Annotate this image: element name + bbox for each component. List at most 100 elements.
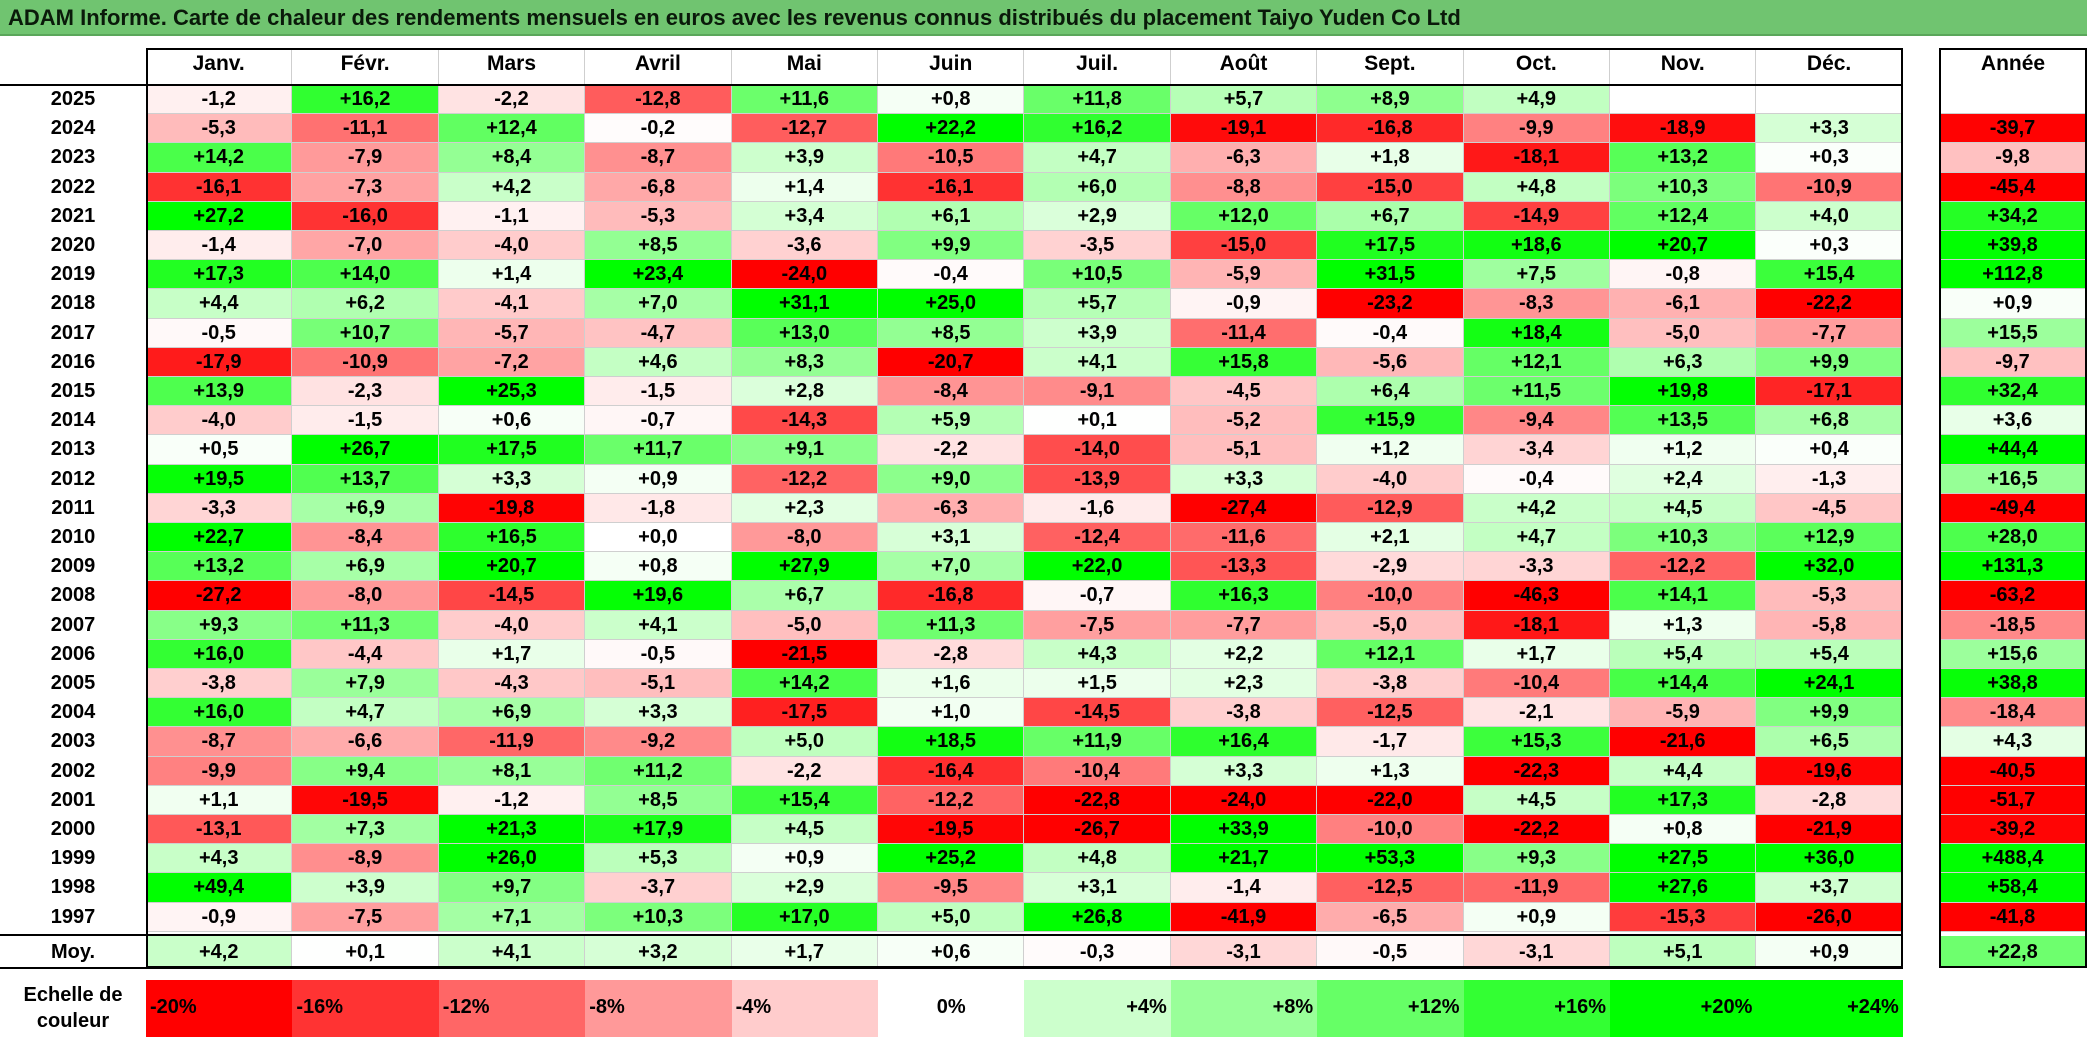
heatmap-cell: +4,4 xyxy=(146,289,293,319)
heatmap-cell: +14,4 xyxy=(1610,669,1757,699)
heatmap-cell: -8,0 xyxy=(292,581,439,611)
heatmap-cell: -8,3 xyxy=(1463,289,1610,319)
annual-cell: -39,2 xyxy=(1939,815,2087,845)
heatmap-cell: -5,0 xyxy=(1610,318,1757,348)
heatmap-cell: -6,5 xyxy=(1317,902,1464,932)
heatmap-cell: +9,3 xyxy=(1463,844,1610,874)
heatmap-cell: +11,6 xyxy=(731,85,878,115)
heatmap-cell: +16,4 xyxy=(1170,727,1318,757)
heatmap-cell: +8,9 xyxy=(1317,85,1464,115)
month-header: Oct. xyxy=(1463,48,1610,84)
heatmap-cell: -24,0 xyxy=(731,260,878,290)
heatmap-cell: -5,3 xyxy=(585,201,732,231)
heatmap-cell: -0,4 xyxy=(1463,464,1610,494)
heatmap-cell: -2,3 xyxy=(292,377,439,407)
heatmap-cell: -41,9 xyxy=(1170,902,1318,932)
color-scale-swatch: -8% xyxy=(585,980,732,1037)
annual-cell: -9,8 xyxy=(1939,143,2087,173)
heatmap-cell: +12,9 xyxy=(1756,523,1903,553)
average-cell: -3,1 xyxy=(1463,935,1610,968)
heatmap-cell: +4,7 xyxy=(292,698,439,728)
heatmap-cell: +36,0 xyxy=(1756,844,1903,874)
heatmap-cell: +1,3 xyxy=(1317,756,1464,786)
heatmap-cell: +10,3 xyxy=(585,902,732,932)
heatmap-cell: +49,4 xyxy=(146,873,293,903)
heatmap-cell: -6,8 xyxy=(585,172,732,202)
heatmap-cell: +13,0 xyxy=(731,318,878,348)
color-scale-swatch: +12% xyxy=(1317,980,1464,1037)
heatmap-cell: +16,0 xyxy=(146,698,293,728)
annual-cell: +488,4 xyxy=(1939,844,2087,874)
month-header: Août xyxy=(1170,48,1318,84)
color-scale-swatch: -4% xyxy=(731,980,878,1037)
heatmap-cell: +3,7 xyxy=(1756,873,1903,903)
year-label: 2001 xyxy=(0,785,146,815)
heatmap-cell: -15,3 xyxy=(1610,902,1757,932)
heatmap-cell: +7,9 xyxy=(292,669,439,699)
heatmap-cell: +16,2 xyxy=(292,85,439,115)
heatmap-cell: +8,5 xyxy=(585,785,732,815)
heatmap-cell: +1,7 xyxy=(438,639,586,669)
heatmap-cell: +5,3 xyxy=(585,844,732,874)
heatmap-cell: -7,3 xyxy=(292,172,439,202)
heatmap-cell: -26,0 xyxy=(1756,902,1903,932)
heatmap-cell: -4,3 xyxy=(438,669,586,699)
heatmap-cell: +13,7 xyxy=(292,464,439,494)
heatmap-cell: -20,7 xyxy=(878,347,1025,377)
heatmap-cell: +11,3 xyxy=(878,610,1025,640)
heatmap-cell: -7,5 xyxy=(292,902,439,932)
heatmap-cell: +0,8 xyxy=(585,552,732,582)
heatmap-cell: +3,3 xyxy=(1170,464,1318,494)
heatmap-cell: -9,5 xyxy=(878,873,1025,903)
year-label: 2019 xyxy=(0,260,146,290)
heatmap-cell: -27,4 xyxy=(1170,493,1318,523)
heatmap-cell: -18,9 xyxy=(1610,114,1757,144)
heatmap-cell: +2,3 xyxy=(1170,669,1318,699)
heatmap-cell: +3,9 xyxy=(292,873,439,903)
average-cell: +1,7 xyxy=(731,935,878,968)
month-header: Nov. xyxy=(1610,48,1757,84)
heatmap-cell: +10,3 xyxy=(1610,523,1757,553)
heatmap-cell: +2,2 xyxy=(1170,639,1318,669)
heatmap-cell: -5,2 xyxy=(1170,406,1318,436)
heatmap-cell: +32,0 xyxy=(1756,552,1903,582)
heatmap-cell: -12,5 xyxy=(1317,698,1464,728)
annual-cell: +112,8 xyxy=(1939,260,2087,290)
heatmap-cell: +6,1 xyxy=(878,201,1025,231)
average-bottom-divider xyxy=(0,966,1903,969)
heatmap-cell: +27,9 xyxy=(731,552,878,582)
annual-cell: +39,8 xyxy=(1939,231,2087,261)
heatmap-cell: +1,2 xyxy=(1317,435,1464,465)
heatmap-cell: +8,1 xyxy=(438,756,586,786)
heatmap-cell: +10,5 xyxy=(1024,260,1171,290)
year-label: 1998 xyxy=(0,873,146,903)
heatmap-cell: -5,1 xyxy=(1170,435,1318,465)
heatmap-cell: +12,4 xyxy=(1610,201,1757,231)
heatmap-cell: -10,0 xyxy=(1317,815,1464,845)
heatmap-cell: -11,9 xyxy=(1463,873,1610,903)
heatmap-cell: +0,9 xyxy=(1463,902,1610,932)
heatmap-cell: +26,7 xyxy=(292,435,439,465)
annual-cell: +16,5 xyxy=(1939,464,2087,494)
heatmap-cell: +3,3 xyxy=(1170,756,1318,786)
heatmap-cell: +13,5 xyxy=(1610,406,1757,436)
heatmap-cell: -2,2 xyxy=(438,85,586,115)
heatmap-cell: +5,4 xyxy=(1610,639,1757,669)
heatmap-cell: +4,9 xyxy=(1463,85,1610,115)
year-label: 2011 xyxy=(0,493,146,523)
heatmap-cell: -3,3 xyxy=(1463,552,1610,582)
heatmap-cell: +15,8 xyxy=(1170,347,1318,377)
month-header: Sept. xyxy=(1317,48,1464,84)
heatmap-cell: -6,3 xyxy=(1170,143,1318,173)
heatmap-cell: -8,8 xyxy=(1170,172,1318,202)
heatmap-cell: -7,9 xyxy=(292,143,439,173)
heatmap-cell: +11,5 xyxy=(1463,377,1610,407)
month-header: Mai xyxy=(731,48,878,84)
heatmap-cell: -12,8 xyxy=(585,85,732,115)
heatmap-cell: +17,5 xyxy=(438,435,586,465)
heatmap-cell: +19,8 xyxy=(1610,377,1757,407)
heatmap-cell: +1,0 xyxy=(878,698,1025,728)
month-header: Avril xyxy=(585,48,732,84)
heatmap-cell: +4,6 xyxy=(585,347,732,377)
heatmap-cell: -1,6 xyxy=(1024,493,1171,523)
